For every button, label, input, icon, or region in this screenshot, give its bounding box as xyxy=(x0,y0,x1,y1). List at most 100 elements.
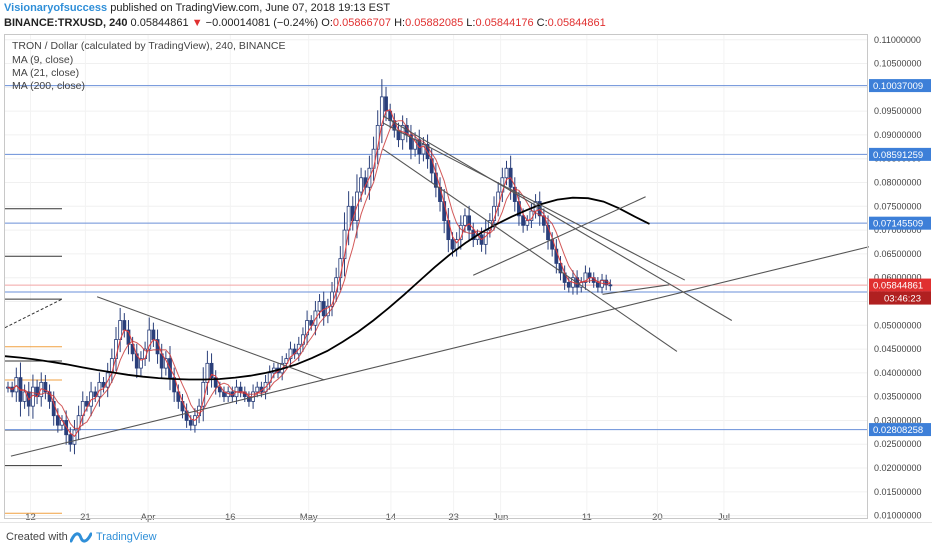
trendline xyxy=(602,284,670,295)
level-tag: 0.07145509 xyxy=(873,219,923,230)
x-tick-label: 23 xyxy=(448,512,459,522)
y-tick-label: 0.04500000 xyxy=(874,344,922,354)
candle-body xyxy=(359,177,363,193)
x-tick-label: May xyxy=(300,512,318,522)
y-tick-label: 0.02500000 xyxy=(874,439,922,449)
ma9-line xyxy=(7,108,611,438)
chart-header-line2: BINANCE:TRXUSD, 240 0.05844861 ▼ −0.0001… xyxy=(4,17,606,29)
candle-body xyxy=(409,134,413,150)
y-tick-label: 0.07500000 xyxy=(874,201,922,211)
candle-body xyxy=(471,229,476,241)
open-value: 0.05866707 xyxy=(332,17,392,29)
candle-body xyxy=(85,401,89,407)
candle-body xyxy=(238,386,243,393)
ma200-line xyxy=(4,196,650,381)
price-change: −0.00014081 (−0.24%) xyxy=(205,17,319,29)
candle-body xyxy=(217,386,222,393)
candle-body xyxy=(504,167,509,179)
candle-body xyxy=(546,224,550,241)
candle-body xyxy=(554,248,559,264)
candle-body xyxy=(68,434,73,445)
y-tick-label: 0.01000000 xyxy=(874,511,922,521)
candle-body xyxy=(22,391,27,402)
x-tick-label: 14 xyxy=(386,512,397,522)
candle-body xyxy=(151,329,156,340)
candle-body xyxy=(583,272,588,283)
candle-body xyxy=(147,329,152,350)
y-tick-label: 0.03500000 xyxy=(874,392,922,402)
candle-body xyxy=(14,377,19,393)
candle-body xyxy=(43,381,48,393)
plot-background xyxy=(5,35,867,518)
down-arrow-icon: ▼ xyxy=(191,17,203,29)
low-label: L: xyxy=(466,17,476,29)
candle-body xyxy=(284,358,289,364)
countdown-tag-bg xyxy=(869,291,931,305)
high-label: H: xyxy=(394,17,406,29)
level-tag: 0.08591259 xyxy=(873,150,923,161)
created-with-label: Created with xyxy=(6,531,68,543)
y-tick-label: 0.11000000 xyxy=(874,35,921,45)
x-tick-label: Jul xyxy=(718,512,730,522)
x-tick-label: 11 xyxy=(582,512,592,522)
footer-bar: Created with TradingView xyxy=(0,522,932,551)
high-value: 0.05882085 xyxy=(405,17,464,29)
legend-ma200[interactable]: MA (200, close) xyxy=(12,80,85,92)
candle-body xyxy=(176,391,181,402)
last-price-tag: 0.05844861 xyxy=(873,281,923,292)
candle-body xyxy=(595,282,600,288)
level-tag-bg xyxy=(869,147,931,161)
candle-body xyxy=(566,282,571,288)
level-tag-bg xyxy=(869,79,931,93)
chart-header-line1: Visionaryofsuccess published on TradingV… xyxy=(4,2,390,14)
level-tag-bg xyxy=(869,216,931,230)
trendline xyxy=(10,246,870,457)
legend-ma9[interactable]: MA (9, close) xyxy=(12,54,74,66)
low-value: 0.05844176 xyxy=(475,17,534,29)
candle-body xyxy=(139,358,143,369)
candle-body xyxy=(458,224,463,241)
candle-body xyxy=(521,215,526,226)
x-tick-label: 20 xyxy=(652,512,663,522)
tradingview-logo-icon xyxy=(70,532,92,543)
trendline xyxy=(382,148,678,352)
candle-body xyxy=(288,348,293,359)
last-price-tag-bg xyxy=(869,278,931,292)
candle-body xyxy=(525,220,530,226)
level-tag-bg xyxy=(869,423,931,437)
chart-title: TRON / Dollar (calculated by TradingView… xyxy=(12,40,286,52)
y-tick-label: 0.05000000 xyxy=(874,320,922,330)
price-chart[interactable]: 0.110000000.105000000.100000000.09500000… xyxy=(0,0,932,522)
ma21-line xyxy=(7,120,611,429)
close-label: C: xyxy=(536,17,548,29)
candle-body xyxy=(467,215,472,231)
level-tag: 0.10037009 xyxy=(873,81,923,92)
drawing-dashed-line xyxy=(4,298,63,329)
y-tick-label: 0.08000000 xyxy=(874,178,922,188)
x-tick-label: Apr xyxy=(141,512,156,522)
candle-body xyxy=(55,415,60,426)
candle-body xyxy=(608,284,613,287)
x-tick-label: 16 xyxy=(225,512,236,522)
author-name[interactable]: Visionaryofsuccess xyxy=(4,2,108,14)
tradingview-brand-link[interactable]: TradingView xyxy=(96,531,157,543)
candle-body xyxy=(188,420,193,426)
open-label: O: xyxy=(321,17,333,29)
trendline xyxy=(472,196,646,276)
y-tick-label: 0.01500000 xyxy=(874,487,922,497)
candle-body xyxy=(209,362,214,379)
level-tag: 0.02808258 xyxy=(873,425,923,436)
candle-body xyxy=(255,386,260,393)
candle-body xyxy=(122,320,127,331)
y-tick-label: 0.02000000 xyxy=(874,463,922,473)
candle-body xyxy=(541,215,546,226)
x-tick-label: Jun xyxy=(493,512,508,522)
x-tick-label: 21 xyxy=(80,512,91,522)
candle-body xyxy=(346,205,351,231)
candle-body xyxy=(604,279,609,286)
y-tick-label: 0.09000000 xyxy=(874,130,922,140)
legend-ma21[interactable]: MA (21, close) xyxy=(12,67,80,79)
candle-body xyxy=(205,362,210,383)
candle-body xyxy=(587,272,592,279)
candle-body xyxy=(213,377,218,388)
